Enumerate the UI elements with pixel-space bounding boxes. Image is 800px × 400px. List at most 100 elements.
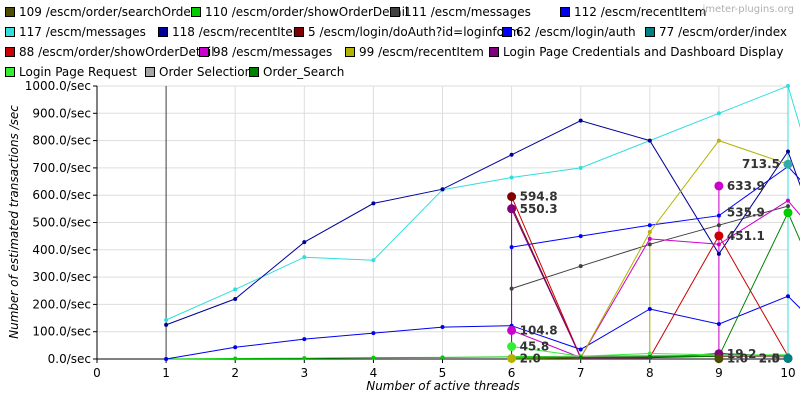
data-point — [371, 355, 376, 360]
data-point — [509, 152, 514, 157]
data-point — [716, 322, 721, 327]
legend-label: 98 /escm/messages — [213, 45, 333, 59]
markers-layer — [507, 159, 793, 364]
data-point — [716, 242, 721, 247]
data-point — [786, 198, 790, 203]
legend-item: Login Page Credentials and Dashboard Dis… — [489, 45, 783, 59]
data-point — [578, 234, 583, 239]
data-label: 19.2 — [727, 347, 757, 361]
legend-label: 118 /escm/recentItem — [172, 25, 305, 39]
highlight-marker — [783, 208, 793, 218]
legend-item: 62 /escm/login/auth — [502, 25, 636, 39]
series-line — [511, 165, 800, 248]
data-point — [786, 149, 790, 154]
legend-swatch — [489, 47, 499, 57]
data-point — [786, 84, 790, 88]
data-point — [716, 251, 721, 256]
labels-layer: 594.8550.3104.845.82.0633.9451.1535.919.… — [520, 157, 780, 366]
x-tick-label: 2 — [231, 366, 239, 380]
data-point — [578, 347, 583, 352]
data-label: 713.5 — [742, 157, 780, 171]
legend-item: 110 /escm/order/showOrderDetail — [191, 5, 408, 19]
data-point — [578, 355, 583, 360]
legend-swatch — [345, 47, 355, 57]
watermark: jmeter-plugins.org — [702, 4, 794, 15]
x-tick-label: 6 — [508, 366, 516, 380]
highlight-marker — [507, 204, 517, 214]
y-tick-label: 900.0/sec — [32, 106, 91, 120]
y-tick-label: 600.0/sec — [32, 188, 91, 202]
data-point — [647, 230, 652, 235]
data-point — [578, 264, 583, 269]
data-label: 594.8 — [520, 190, 558, 204]
data-label: 2.0 — [759, 351, 780, 365]
legend-label: 77 /escm/order/index — [659, 25, 787, 39]
legend-label: Login Page Credentials and Dashboard Dis… — [503, 45, 784, 59]
y-axis-label: Number of estimated transactions /sec — [7, 105, 21, 339]
y-tick-label: 800.0/sec — [32, 134, 91, 148]
highlight-marker — [507, 325, 517, 335]
legend-item: 117 /escm/messages — [5, 25, 146, 39]
legend-swatch — [294, 27, 304, 37]
y-tick-label: 400.0/sec — [32, 243, 91, 257]
series-line — [511, 200, 800, 359]
legend-swatch — [5, 67, 15, 77]
legend-swatch — [5, 27, 15, 37]
data-point — [302, 240, 307, 245]
data-label: 2.0 — [520, 351, 541, 365]
y-tick-label: 300.0/sec — [32, 270, 91, 284]
data-point — [509, 175, 514, 180]
data-label: 633.9 — [727, 179, 765, 193]
legend-swatch — [191, 7, 201, 17]
highlight-marker — [714, 231, 724, 241]
legend-label: Order_Search — [263, 65, 345, 79]
legend-label: 99 /escm/recentItem — [359, 45, 484, 59]
legend-swatch — [560, 7, 570, 17]
x-tick-label: 10 — [780, 366, 795, 380]
data-point — [647, 354, 652, 359]
legend-swatch — [199, 47, 209, 57]
y-tick-label: 500.0/sec — [32, 216, 91, 230]
legend-item: Order Selection — [145, 65, 252, 79]
y-tick-label: 200.0/sec — [32, 297, 91, 311]
data-point — [716, 213, 721, 218]
legend-item: Order_Search — [249, 65, 344, 79]
legend-label: Login Page Request — [19, 65, 137, 79]
data-point — [578, 118, 583, 123]
highlight-marker — [783, 353, 793, 363]
data-point — [578, 165, 583, 170]
data-point — [233, 296, 238, 301]
data-point — [509, 286, 514, 291]
data-point — [647, 223, 652, 228]
x-tick-label: 7 — [577, 366, 585, 380]
legend-swatch — [158, 27, 168, 37]
x-axis-label: Number of active threads — [366, 379, 520, 393]
y-tick-label: 700.0/sec — [32, 161, 91, 175]
data-point — [302, 255, 307, 260]
legend-item: 5 /escm/login/doAuth?id=loginform — [294, 25, 520, 39]
data-label: 104.8 — [520, 323, 558, 337]
legend-label: 110 /escm/order/showOrderDetail — [205, 5, 409, 19]
y-tick-label: 0.0/sec — [48, 352, 91, 366]
x-tick-label: 4 — [370, 366, 378, 380]
data-label: 45.8 — [520, 339, 550, 353]
legend-label: 5 /escm/login/doAuth?id=loginform — [308, 25, 521, 39]
legend-label: 62 /escm/login/auth — [516, 25, 636, 39]
legend-item: 99 /escm/recentItem — [345, 45, 484, 59]
data-point — [164, 317, 169, 322]
data-point — [440, 325, 445, 330]
data-point — [371, 331, 376, 336]
data-label: 535.9 — [727, 206, 765, 220]
x-tick-label: 1 — [162, 366, 170, 380]
y-tick-label: 100.0/sec — [32, 325, 91, 339]
data-point — [440, 355, 445, 360]
legend-swatch — [390, 7, 400, 17]
y-tick-label: 1000.0/sec — [25, 79, 91, 93]
data-point — [647, 138, 652, 143]
legend-label: 88 /escm/order/showOrderDetail — [19, 45, 215, 59]
data-point — [786, 294, 790, 299]
series-line — [511, 211, 800, 359]
data-point — [371, 201, 376, 206]
highlight-marker — [507, 353, 517, 363]
